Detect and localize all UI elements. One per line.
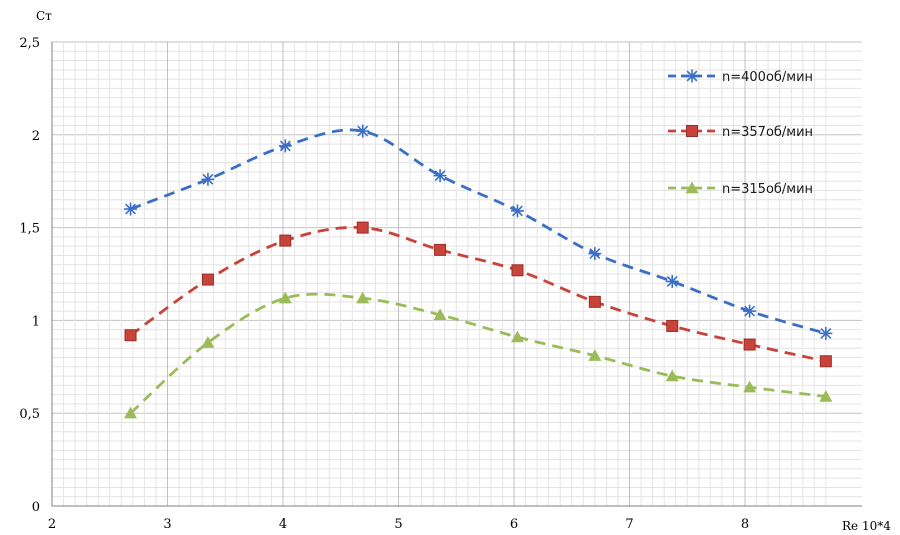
y-tick-label: 2,5	[19, 36, 40, 51]
data-point	[278, 291, 292, 304]
marker-stroke	[357, 125, 369, 137]
data-point	[743, 380, 757, 393]
marker-stroke	[666, 275, 678, 287]
legend-label: n=315об/мин	[722, 182, 813, 197]
series-line	[129, 292, 827, 415]
marker-stroke	[279, 140, 291, 152]
y-tick-label: 0	[32, 500, 40, 515]
data-point	[279, 234, 292, 247]
marker-stroke	[686, 70, 698, 82]
data-point	[588, 295, 601, 308]
axes	[51, 42, 862, 507]
x-tick-label: 8	[741, 517, 749, 532]
data-point	[588, 247, 602, 261]
data-point	[124, 329, 137, 342]
data-point	[743, 338, 756, 351]
legend-swatch-marker	[685, 181, 699, 194]
series-2	[124, 221, 832, 368]
legend-label: n=400об/мин	[722, 70, 813, 85]
marker-stroke	[589, 248, 601, 260]
data-point	[665, 274, 679, 288]
data-point	[356, 291, 370, 304]
marker-stroke	[202, 173, 214, 185]
series-line	[129, 225, 827, 363]
data-point	[665, 369, 679, 382]
data-point	[819, 326, 833, 340]
y-tick-label: 0,5	[19, 407, 40, 422]
data-point	[433, 169, 447, 183]
data-point	[278, 139, 292, 153]
x-tick-label: 7	[625, 517, 633, 532]
data-point	[124, 202, 138, 216]
series-3	[124, 291, 833, 419]
series-1	[124, 124, 833, 340]
data-point	[510, 330, 524, 343]
data-point	[433, 308, 447, 321]
x-tick-label: 3	[163, 517, 171, 532]
legend-label: n=357об/мин	[722, 125, 813, 140]
legend-swatch-marker	[685, 69, 699, 83]
data-point	[356, 221, 369, 234]
x-tick-label: 2	[48, 517, 56, 532]
x-tick-label: 5	[394, 517, 402, 532]
marker-stroke	[744, 305, 756, 317]
marker-stroke	[125, 203, 136, 215]
data-point	[588, 349, 602, 361]
y-tick-label: 1,5	[19, 222, 40, 237]
legend-item: n=357об/мин	[668, 125, 813, 140]
grid	[51, 41, 862, 507]
data-point	[666, 319, 679, 332]
data-point	[201, 273, 214, 286]
data-point	[819, 389, 833, 402]
y-tick-label: 2	[32, 129, 40, 144]
data-point	[819, 355, 832, 368]
y-tick-label: 1	[32, 314, 40, 329]
data-point	[356, 124, 370, 138]
marker-stroke	[820, 327, 832, 339]
x-tick-label: 6	[510, 517, 518, 532]
y-axis-title: Cт	[36, 9, 52, 23]
marker-stroke	[512, 205, 523, 217]
data-point	[201, 336, 215, 348]
x-axis-title: Re 10*4	[842, 519, 891, 533]
tick-labels: 0 0,5 1 1,5 2 2,5 2 3 4 5 6 7 8	[19, 36, 749, 532]
legend-item: n=400об/мин	[668, 69, 813, 85]
data-point	[124, 406, 138, 419]
legend-swatch-marker	[686, 125, 698, 137]
data-point	[743, 304, 757, 318]
x-tick-label: 4	[279, 517, 287, 532]
data-point	[434, 243, 447, 256]
data-point	[201, 172, 215, 186]
data-point	[511, 264, 524, 277]
marker-stroke	[434, 170, 446, 182]
legend: n=400об/мин n=357об/мин n=315об/мин	[668, 69, 813, 197]
data-point	[510, 204, 524, 218]
series-group	[124, 124, 833, 419]
legend-item: n=315об/мин	[668, 181, 813, 197]
